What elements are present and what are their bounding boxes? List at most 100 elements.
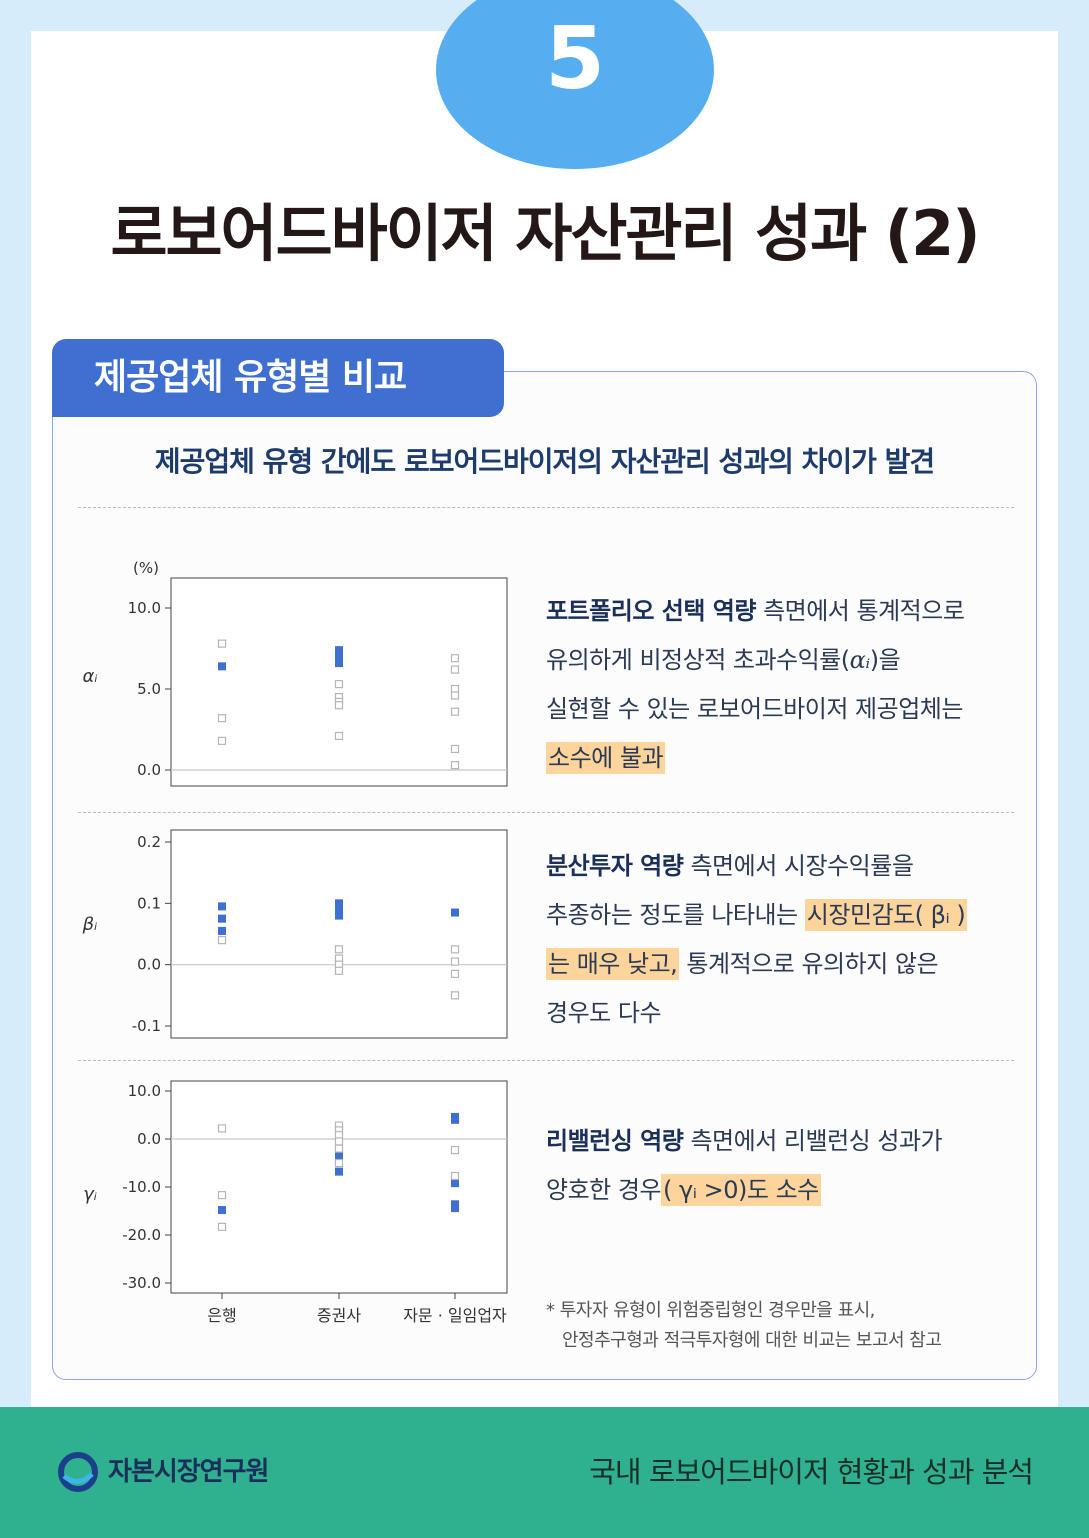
- y-axis-label: βᵢ: [82, 914, 98, 935]
- insignificant-point: [334, 1158, 344, 1168]
- significant-point: [451, 1112, 459, 1121]
- y-tick-label: 10.0: [128, 1082, 161, 1100]
- x-tick-label: 자문 · 일임업자: [403, 1306, 507, 1325]
- insignificant-point: [450, 665, 460, 674]
- insignificant-point: [450, 654, 460, 663]
- org-name: 자본시장연구원: [108, 1457, 269, 1487]
- insignificant-point: [217, 736, 227, 745]
- insignificant-point: [334, 1144, 344, 1153]
- kcmi-logo-icon: [58, 1452, 98, 1492]
- gamma-desc-highlight: ( γᵢ >0)도 소수: [661, 1174, 821, 1206]
- gamma-description: 리밸런싱 역량 측면에서 리밸런싱 성과가 양호한 경우( γᵢ >0)도 소수: [546, 1117, 1016, 1215]
- y-tick-label: 0.0: [137, 761, 161, 779]
- footer-bar: [0, 1407, 1089, 1538]
- divider: [78, 812, 1014, 813]
- beta-desc-highlight: 시장민감도( βᵢ ): [804, 899, 968, 931]
- significant-point: [218, 902, 226, 911]
- section-number: 5: [545, 9, 605, 109]
- insignificant-point: [334, 945, 344, 954]
- insignificant-point: [217, 714, 227, 723]
- unit-label: (%): [133, 559, 159, 577]
- beta-description: 분산투자 역량 측면에서 시장수익률을 추종하는 정도를 나타내는 시장민감도(…: [546, 842, 1016, 1038]
- insignificant-point: [334, 680, 344, 689]
- alpha-desc-text: 실현할 수 있는 로보어드바이저 제공업체는: [546, 695, 963, 723]
- y-tick-label: -0.1: [132, 1017, 161, 1035]
- footnote-line: 안정추구형과 적극투자형에 대한 비교는 보고서 참고: [562, 1330, 942, 1351]
- y-tick-label: 5.0: [137, 680, 161, 698]
- alpha-desc-highlight: 소수에 불과: [546, 742, 666, 774]
- divider: [78, 507, 1014, 508]
- significant-point: [218, 914, 226, 923]
- insignificant-point: [334, 966, 344, 975]
- beta-desc-text: 통계적으로 유의하지 않은: [679, 950, 939, 978]
- significant-point: [335, 659, 343, 668]
- insignificant-point: [217, 1222, 227, 1231]
- y-tick-label: 0.0: [137, 1130, 161, 1148]
- significant-point: [335, 899, 343, 908]
- page-title: 로보어드바이저 자산관리 성과 (2): [110, 197, 980, 270]
- significant-point: [451, 1204, 459, 1213]
- divider: [78, 1060, 1014, 1061]
- insignificant-point: [217, 1124, 227, 1133]
- significant-point: [335, 1154, 343, 1163]
- insignificant-point: [334, 701, 344, 710]
- x-tick-label: 증권사: [317, 1306, 361, 1325]
- gamma-desc-text: 측면에서 리밸런싱 성과가: [683, 1127, 943, 1155]
- insignificant-point: [450, 1145, 460, 1155]
- beta-desc-highlight: 는 매우 낮고,: [546, 948, 680, 980]
- insignificant-point: [450, 969, 460, 978]
- significant-point: [335, 646, 343, 655]
- insignificant-point: [217, 639, 227, 648]
- gamma-chart: 10.0 0.0 -10.0 -20.0 -30.0 γᵢ 은행 증권사 자문 · 일임업자: [83, 1080, 508, 1325]
- insignificant-point: [450, 957, 460, 966]
- significant-point: [335, 1149, 343, 1158]
- y-tick-label: 0.2: [137, 833, 161, 851]
- report-title: 국내 로보어드바이저 현황과 성과 분석: [589, 1455, 1034, 1489]
- section-number-badge: 5: [436, 0, 714, 169]
- section-subtitle: 제공업체 유형 간에도 로보어드바이저의 자산관리 성과의 차이가 발견: [154, 445, 935, 478]
- section-tab: 제공업체 유형별 비교: [52, 339, 504, 417]
- alpha-desc-bold: 포트폴리오 선택 역량: [546, 597, 756, 625]
- significant-point: [451, 1179, 459, 1188]
- y-tick-label: -10.0: [122, 1178, 161, 1196]
- insignificant-point: [450, 1171, 460, 1181]
- significant-point: [218, 926, 226, 935]
- beta-desc-text: 측면에서 시장수익률을: [683, 852, 914, 880]
- insignificant-point: [450, 991, 460, 1000]
- significant-point: [451, 908, 459, 917]
- y-tick-label: -30.0: [122, 1274, 161, 1292]
- y-tick-label: -20.0: [122, 1226, 161, 1244]
- significant-point: [335, 911, 343, 920]
- alpha-desc-text: )을: [869, 646, 901, 674]
- insignificant-point: [450, 707, 460, 716]
- alpha-chart: 10.0 5.0 0.0 αᵢ (%): [82, 559, 508, 787]
- alpha-desc-text: 측면에서 통계적으로: [755, 597, 965, 625]
- footnote-line: * 투자자 유형이 위험중립형인 경우만을 표시,: [546, 1300, 875, 1321]
- significant-point: [335, 654, 343, 663]
- beta-desc-bold: 분산투자 역량: [546, 852, 684, 880]
- gamma-desc-bold: 리밸런싱 역량: [546, 1127, 684, 1155]
- insignificant-point: [450, 945, 460, 954]
- insignificant-point: [450, 691, 460, 700]
- y-tick-label: 10.0: [128, 599, 161, 617]
- gamma-desc-text: 양호한 경우: [546, 1176, 662, 1204]
- alpha-desc-text: 유의하게 비정상적 초과수익률(: [546, 646, 850, 674]
- insignificant-point: [217, 1191, 227, 1200]
- beta-chart: 0.2 0.1 0.0 -0.1 βᵢ: [82, 829, 508, 1039]
- insignificant-point: [334, 731, 344, 741]
- insignificant-point: [217, 936, 227, 945]
- y-axis-label: γᵢ: [83, 1184, 97, 1205]
- y-tick-label: 0.1: [137, 894, 161, 912]
- significant-point: [218, 1206, 226, 1215]
- alpha-symbol: αᵢ: [849, 646, 871, 674]
- footnote: * 투자자 유형이 위험중립형인 경우만을 표시, 안정추구형과 적극투자형에 …: [546, 1296, 1026, 1356]
- y-axis-label: αᵢ: [82, 666, 97, 687]
- insignificant-point: [450, 744, 460, 754]
- beta-desc-text: 추종하는 정도를 나타내는: [546, 901, 805, 929]
- significant-point: [335, 905, 343, 914]
- y-tick-label: 0.0: [137, 956, 161, 974]
- significant-point: [335, 1167, 343, 1176]
- alpha-description: 포트폴리오 선택 역량 측면에서 통계적으로 유의하게 비정상적 초과수익률(α…: [546, 587, 1016, 783]
- plot-frame: [170, 829, 508, 1039]
